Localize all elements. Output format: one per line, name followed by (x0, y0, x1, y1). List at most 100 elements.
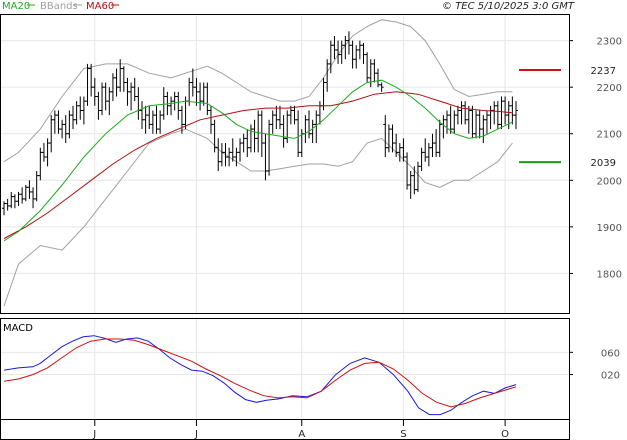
ohlc-bar (514, 101, 518, 130)
ohlc-bar (386, 124, 391, 153)
ma60-line (3, 91, 513, 239)
ohlc-bar (114, 68, 119, 97)
ohlc-bar (31, 187, 36, 209)
ohlc-bar (361, 42, 366, 64)
price-y-tick-label: 2300 (597, 37, 622, 48)
ohlc-bar (303, 115, 308, 144)
ohlc-bar (56, 110, 61, 134)
ohlc-bar (252, 119, 257, 153)
ohlc-bar (274, 105, 279, 130)
ohlc-bar (143, 105, 148, 134)
ohlc-bar (415, 161, 420, 192)
ohlc-bar (484, 110, 489, 134)
ohlc-bar (238, 138, 243, 162)
ohlc-bar (397, 143, 402, 162)
ohlc-bar (12, 194, 17, 209)
macd-y-tick-label: 020 (601, 371, 620, 382)
ohlc-bar (503, 96, 508, 125)
level-markers: 2237 2039 (519, 66, 616, 169)
macd-title: MACD (3, 323, 33, 334)
ma20-line (3, 79, 513, 242)
ohlc-bar (212, 119, 217, 153)
ohlc-bar (445, 110, 450, 134)
x-tick-label: J (92, 429, 96, 440)
price-y-tick-label: 2000 (597, 176, 622, 187)
legend-ma20: MA20 (2, 1, 30, 12)
price-bars (2, 31, 518, 216)
ohlc-bar (74, 101, 79, 125)
ohlc-bar (376, 68, 381, 88)
x-tick-label: S (400, 429, 406, 440)
ohlc-bar (41, 143, 46, 162)
macd-lines (3, 335, 517, 416)
price-y-tick-label: 1800 (597, 269, 622, 280)
ohlc-bar (354, 45, 359, 69)
ohlc-bar (510, 96, 515, 125)
ohlc-bar (176, 91, 181, 120)
ohlc-bar (288, 105, 293, 125)
ohlc-bar (223, 143, 228, 167)
price-y-tick-label: 1900 (597, 223, 622, 234)
price-panel-frame (0, 14, 570, 314)
ohlc-bar (172, 91, 177, 111)
ohlc-bar (154, 105, 159, 134)
ohlc-bar (45, 138, 50, 167)
ohlc-bar (455, 105, 460, 125)
ohlc-bar (150, 110, 155, 134)
ohlc-bar (408, 170, 413, 199)
moving-averages (3, 79, 513, 242)
ohlc-bar (92, 77, 97, 106)
ohlc-bar (169, 96, 174, 116)
ohlc-bar (281, 115, 286, 148)
ohlc-bar (147, 105, 152, 130)
ohlc-bar (63, 115, 68, 144)
ohlc-bar (499, 96, 504, 130)
ohlc-bar (219, 143, 224, 167)
ohlc-bar (227, 147, 232, 167)
ohlc-bar (437, 119, 442, 158)
ohlc-bar (310, 119, 315, 144)
ohlc-bar (481, 115, 486, 144)
ohlc-bar (81, 96, 86, 125)
ohlc-bar (78, 96, 83, 120)
ohlc-bar (139, 101, 144, 130)
x-tick-label: J (194, 429, 198, 440)
signal-line (3, 338, 517, 408)
ohlc-bar (23, 184, 28, 202)
ohlc-bar (234, 147, 239, 167)
bb-upper-line (3, 19, 513, 163)
macd-line (3, 335, 517, 416)
ohlc-bar (365, 52, 370, 83)
ohlc-bar (125, 77, 130, 106)
ohlc-bar (277, 105, 282, 130)
ohlc-bar (194, 77, 199, 106)
ohlc-bar (492, 101, 497, 125)
ohlc-bar (463, 101, 468, 125)
ohlc-bar (136, 87, 141, 120)
macd-panel-frame (0, 318, 570, 420)
price-y-tick-label: 2100 (597, 130, 622, 141)
ohlc-bar (107, 87, 112, 116)
ohlc-bar (16, 191, 21, 206)
ohlc-bar (267, 119, 272, 176)
ohlc-bar (263, 133, 268, 181)
ohlc-bar (459, 101, 464, 125)
ohlc-bar (161, 87, 166, 120)
ohlc-bar (89, 63, 94, 97)
ohlc-bar (452, 110, 457, 134)
ohlc-bar (419, 147, 424, 171)
ohlc-bar (20, 187, 25, 204)
ohlc-bar (216, 138, 221, 171)
ohlc-bar (256, 110, 261, 153)
ohlc-bar (158, 110, 163, 134)
ohlc-bar (426, 143, 431, 167)
ohlc-bar (423, 138, 428, 162)
ohlc-bar (405, 152, 410, 190)
ohlc-bar (201, 82, 206, 106)
ohlc-bar (2, 201, 6, 216)
ohlc-bar (248, 124, 253, 153)
ohlc-bar (466, 105, 471, 134)
legend-bbands: BBands (40, 1, 78, 12)
ohlc-bar (357, 40, 362, 60)
